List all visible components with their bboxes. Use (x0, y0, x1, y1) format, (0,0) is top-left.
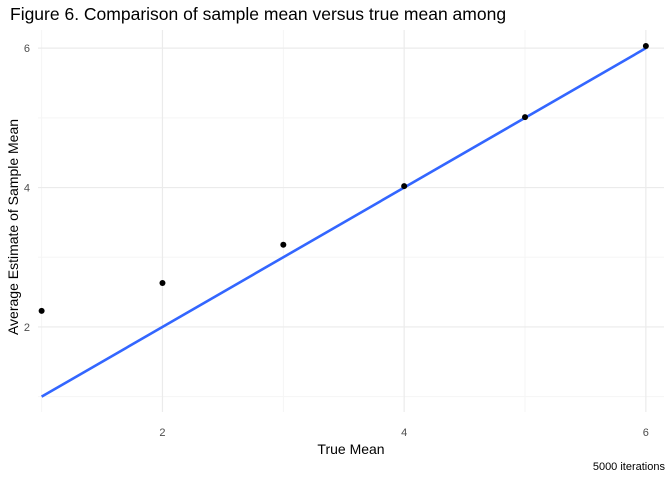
data-point (401, 183, 408, 190)
x-axis-tick-labels: 2 4 6 (159, 427, 649, 439)
data-point (38, 307, 45, 314)
chart-caption: 5000 iterations (592, 461, 665, 473)
data-point (280, 241, 287, 248)
y-tick-label: 4 (24, 183, 30, 195)
x-tick-label: 2 (159, 427, 165, 439)
chart-title: Figure 6. Comparison of sample mean vers… (10, 4, 507, 24)
y-tick-label: 2 (24, 322, 30, 334)
data-point (642, 43, 649, 50)
data-point (159, 280, 166, 287)
major-gridlines (38, 30, 664, 412)
x-tick-label: 4 (401, 427, 407, 439)
x-axis-title: True Mean (317, 441, 384, 457)
y-tick-label: 6 (24, 43, 30, 55)
reference-line-group (40, 46, 647, 398)
minor-gridlines (38, 30, 664, 412)
data-point (522, 114, 529, 121)
y-axis-tick-labels: 2 4 6 (24, 43, 30, 334)
reference-line (40, 46, 647, 398)
x-tick-label: 6 (643, 427, 649, 439)
data-points (38, 43, 649, 314)
y-axis-title: Average Estimate of Sample Mean (5, 119, 21, 335)
